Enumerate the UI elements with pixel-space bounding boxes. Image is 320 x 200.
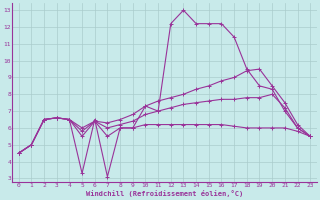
X-axis label: Windchill (Refroidissement éolien,°C): Windchill (Refroidissement éolien,°C) [86,190,243,197]
